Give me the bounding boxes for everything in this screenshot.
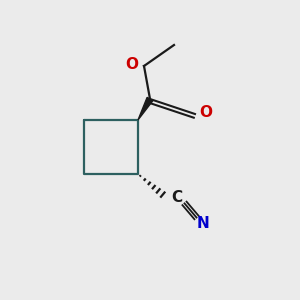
Text: O: O bbox=[125, 57, 139, 72]
Text: C: C bbox=[171, 190, 183, 206]
Polygon shape bbox=[138, 98, 153, 120]
Text: N: N bbox=[196, 216, 209, 231]
Text: O: O bbox=[199, 105, 212, 120]
